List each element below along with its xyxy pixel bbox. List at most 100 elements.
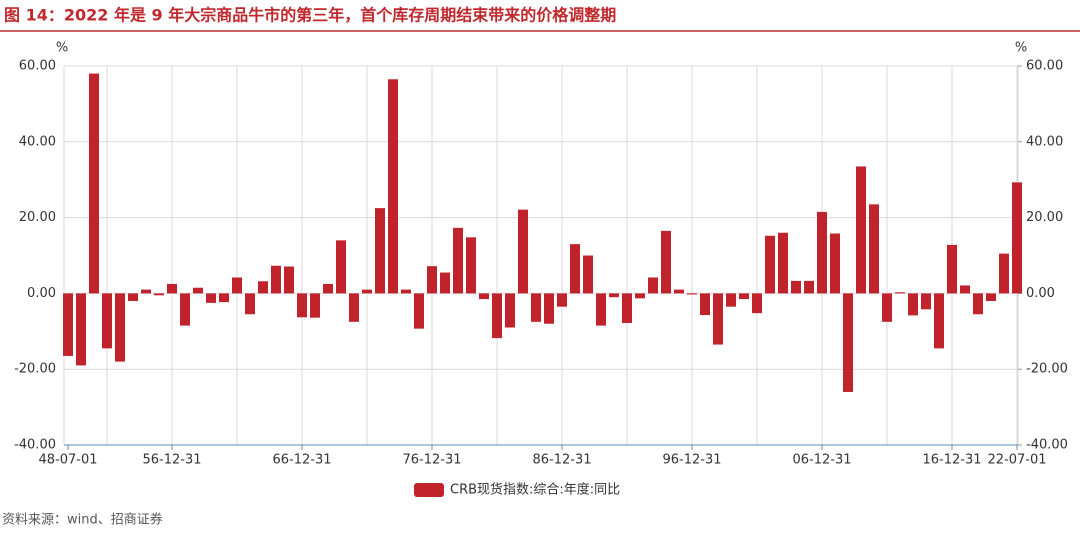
x-tick-label: 96-12-31 bbox=[662, 453, 721, 468]
bar bbox=[661, 230, 671, 294]
y2-tick-label: -40.00 bbox=[1026, 438, 1068, 453]
bar bbox=[817, 211, 827, 294]
y-tick-label: 40.00 bbox=[19, 134, 56, 149]
bar bbox=[479, 293, 489, 300]
bar bbox=[219, 293, 229, 303]
bar bbox=[180, 293, 190, 326]
bar bbox=[986, 293, 996, 301]
bar bbox=[791, 280, 801, 294]
bar bbox=[141, 289, 151, 294]
bar bbox=[193, 287, 203, 294]
bar bbox=[544, 293, 554, 324]
bar bbox=[1012, 182, 1022, 294]
bar bbox=[570, 244, 580, 294]
source: 资料来源：wind、招商证券 bbox=[2, 512, 163, 528]
bar bbox=[973, 293, 983, 315]
bar bbox=[271, 265, 281, 294]
y2-tick-label: 0.00 bbox=[1026, 286, 1055, 301]
x-tick-label: 22-07-01 bbox=[987, 453, 1046, 468]
bar bbox=[596, 293, 606, 326]
legend-swatch bbox=[414, 483, 444, 497]
y2-tick-label: -20.00 bbox=[1026, 362, 1068, 377]
bar bbox=[908, 293, 918, 316]
bar bbox=[531, 293, 541, 322]
bar bbox=[674, 289, 684, 294]
y2-tick-label: 40.00 bbox=[1026, 134, 1063, 149]
legend-label: CRB现货指数:综合:年度:同比 bbox=[450, 482, 620, 498]
bar bbox=[167, 283, 177, 294]
bar bbox=[76, 293, 86, 366]
x-tick-label: 48-07-01 bbox=[38, 453, 97, 468]
bar bbox=[648, 277, 658, 294]
bar bbox=[739, 293, 749, 300]
x-tick-label: 16-12-31 bbox=[922, 453, 981, 468]
bar bbox=[518, 209, 528, 294]
x-tick-label: 86-12-31 bbox=[532, 453, 591, 468]
bar bbox=[765, 235, 775, 294]
bar bbox=[258, 281, 268, 294]
bar bbox=[245, 293, 255, 315]
bar bbox=[154, 293, 164, 296]
bar bbox=[414, 293, 424, 329]
y-tick-label: 20.00 bbox=[19, 210, 56, 225]
bar bbox=[362, 289, 372, 294]
bar bbox=[466, 237, 476, 294]
bar bbox=[388, 79, 398, 294]
bar bbox=[297, 293, 307, 318]
bar bbox=[375, 208, 385, 294]
bar bbox=[934, 293, 944, 349]
bar bbox=[700, 293, 710, 316]
bar bbox=[492, 293, 502, 339]
bar bbox=[869, 204, 879, 294]
bar bbox=[89, 73, 99, 294]
bar bbox=[895, 292, 905, 294]
bar bbox=[778, 232, 788, 294]
bar bbox=[609, 293, 619, 298]
x-tick-label: 56-12-31 bbox=[142, 453, 201, 468]
bar bbox=[583, 255, 593, 294]
bar bbox=[232, 277, 242, 294]
y-axis-label: % bbox=[56, 41, 68, 56]
x-tick-label: 66-12-31 bbox=[272, 453, 331, 468]
bar bbox=[323, 283, 333, 294]
bar bbox=[843, 293, 853, 392]
bar bbox=[804, 280, 814, 294]
bar bbox=[336, 240, 346, 294]
bar bbox=[726, 293, 736, 307]
bar bbox=[453, 227, 463, 294]
bar bbox=[960, 285, 970, 294]
bar bbox=[830, 233, 840, 294]
y-tick-label: -20.00 bbox=[14, 362, 56, 377]
y-tick-label: -40.00 bbox=[14, 438, 56, 453]
bar bbox=[687, 293, 697, 295]
y-tick-label: 60.00 bbox=[19, 59, 56, 74]
bar bbox=[882, 293, 892, 322]
y2-axis-label: % bbox=[1015, 41, 1027, 56]
bar bbox=[63, 293, 73, 356]
bar bbox=[752, 293, 762, 314]
bar bbox=[947, 244, 957, 294]
bar bbox=[427, 266, 437, 294]
y2-tick-label: 60.00 bbox=[1026, 59, 1063, 74]
bar bbox=[622, 293, 632, 323]
y2-tick-label: 20.00 bbox=[1026, 210, 1063, 225]
bar bbox=[284, 266, 294, 294]
bar bbox=[999, 253, 1009, 294]
bar bbox=[115, 293, 125, 362]
bar bbox=[505, 293, 515, 328]
bar bbox=[713, 293, 723, 345]
bar bbox=[921, 293, 931, 310]
bar bbox=[440, 272, 450, 294]
bar bbox=[349, 293, 359, 322]
x-tick-label: 06-12-31 bbox=[792, 453, 851, 468]
bar bbox=[102, 293, 112, 349]
chart-title: 图 14：2022 年是 9 年大宗商品牛市的第三年，首个库存周期结束带来的价格… bbox=[4, 6, 616, 25]
bar bbox=[856, 166, 866, 294]
y-tick-label: 0.00 bbox=[27, 286, 56, 301]
bar bbox=[206, 293, 216, 303]
bar bbox=[128, 293, 138, 301]
bar bbox=[401, 289, 411, 294]
bar bbox=[635, 293, 645, 299]
